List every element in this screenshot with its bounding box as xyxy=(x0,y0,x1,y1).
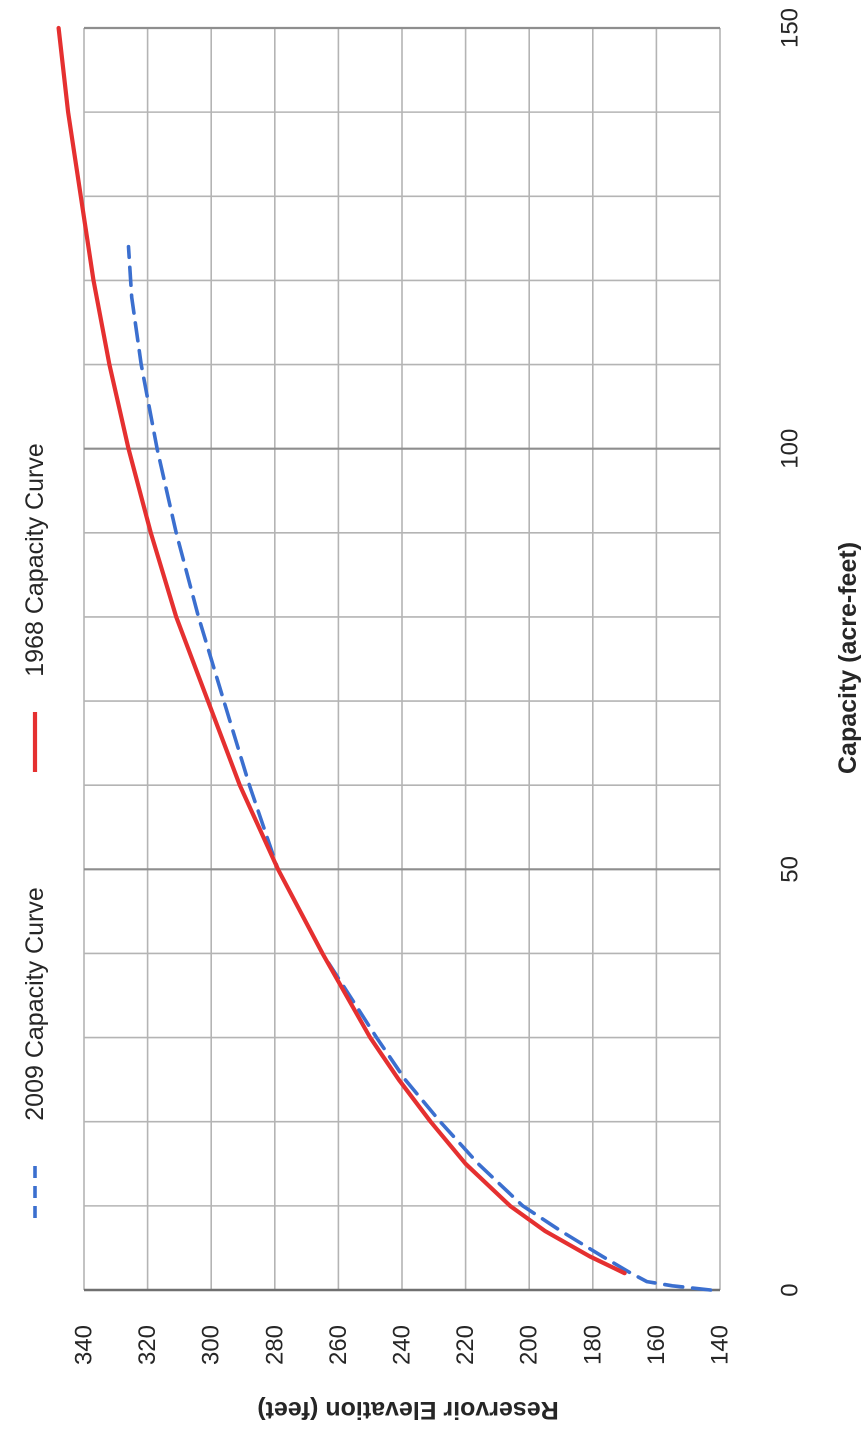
y-tick-label-200: 200 xyxy=(516,1325,543,1365)
chart-tick-labels: 140 160 180 200 220 240 260 280 300 320 340 0 50 100 1… xyxy=(71,8,804,1365)
y-tick-label-180: 180 xyxy=(579,1325,606,1365)
y-tick-label-220: 220 xyxy=(452,1325,479,1365)
x-tick-label-50: 50 xyxy=(777,856,804,883)
y-tick-label-280: 280 xyxy=(261,1325,288,1365)
x-tick-label-0: 0 xyxy=(777,1283,804,1296)
y-tick-label-260: 260 xyxy=(325,1325,352,1365)
series-line-2009 xyxy=(126,244,713,1292)
y-axis-title: Reservoir Elevation (feet) xyxy=(257,1396,559,1424)
y-tick-label-140: 140 xyxy=(707,1325,734,1365)
x-tick-label-150: 150 xyxy=(777,8,804,48)
chart-series xyxy=(56,25,713,1292)
y-tick-label-320: 320 xyxy=(134,1325,161,1365)
chart-legend: 2009 Capacity Curve 1968 Capacity Curve xyxy=(21,443,49,1218)
y-tick-label-340: 340 xyxy=(71,1325,98,1365)
x-axis-title: Capacity (acre-feet) xyxy=(834,542,862,774)
y-tick-label-160: 160 xyxy=(643,1325,670,1365)
series-line-1968 xyxy=(56,25,627,1276)
y-tick-label-240: 240 xyxy=(389,1325,416,1365)
legend-label-2009: 2009 Capacity Curve xyxy=(21,887,49,1120)
x-tick-label-100: 100 xyxy=(777,429,804,469)
y-tick-label-300: 300 xyxy=(198,1325,225,1365)
chart-grid xyxy=(83,26,721,1290)
legend-label-1968: 1968 Capacity Curve xyxy=(21,443,49,676)
